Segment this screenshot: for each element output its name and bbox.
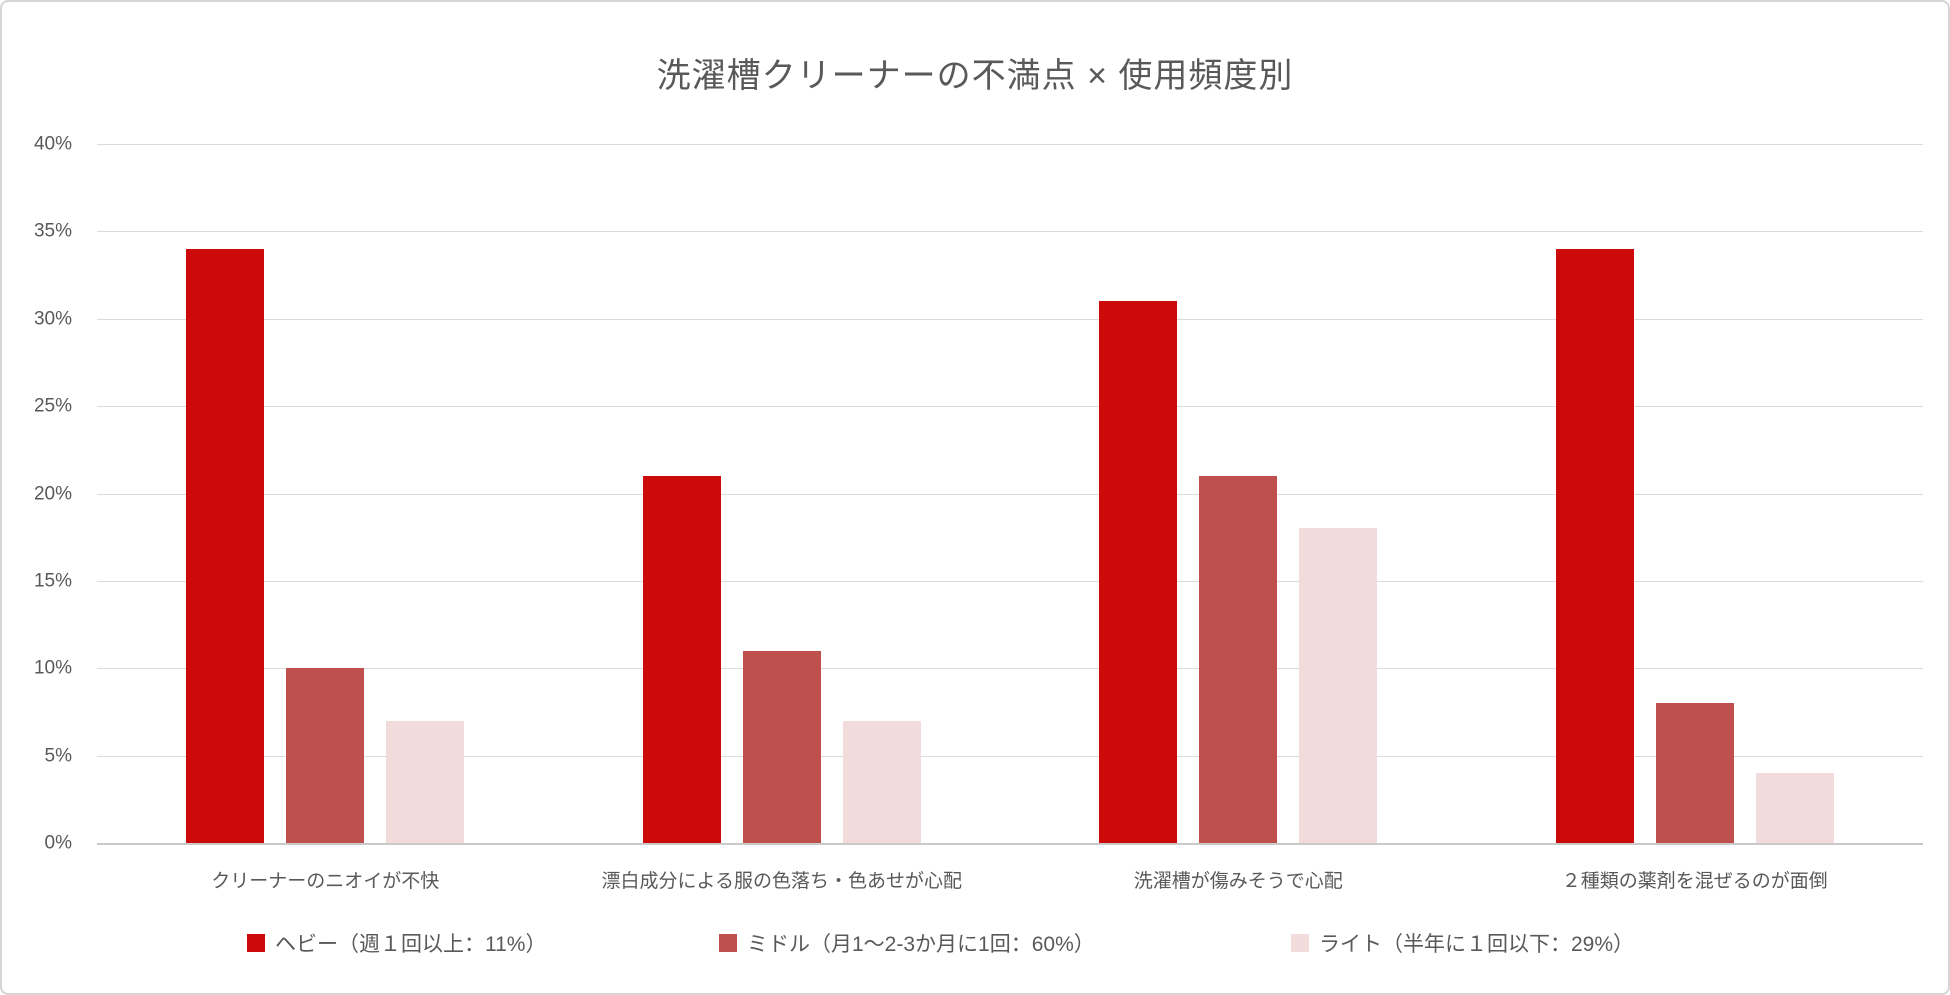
gridline xyxy=(97,318,1923,320)
legend-label: ミドル（月1～2-3か月に1回：60%） xyxy=(747,933,1095,956)
y-tick-label: 40% xyxy=(33,133,72,155)
gridline xyxy=(97,493,1923,495)
legend-label: ライト（半年に１回以下：29%） xyxy=(1319,933,1635,956)
bar-heavy xyxy=(1555,248,1634,843)
y-tick-label: 5% xyxy=(44,745,72,767)
y-tick-label: 30% xyxy=(33,308,72,330)
bar-heavy xyxy=(642,476,721,843)
bar-middle xyxy=(1199,476,1278,843)
y-tick-label: 15% xyxy=(33,570,72,592)
bar-middle xyxy=(286,668,365,843)
y-tick-label: 20% xyxy=(33,483,72,504)
bar-heavy xyxy=(1099,301,1178,843)
y-tick-label: 35% xyxy=(33,220,72,242)
bar-light xyxy=(1755,773,1834,843)
bar-group xyxy=(186,248,465,843)
legend-swatch-icon xyxy=(1291,934,1309,952)
category-label: 洗濯槽が傷みそうで心配 xyxy=(1133,871,1343,892)
gridline xyxy=(97,668,1923,670)
chart-title: 洗濯槽クリーナーの不満点 × 使用頻度別 xyxy=(656,57,1294,95)
category-label: 漂白成分による服の色落ち・色あせが心配 xyxy=(601,871,962,892)
x-axis-line xyxy=(97,843,1923,845)
gridline xyxy=(97,231,1923,233)
bar-light xyxy=(1299,528,1378,843)
legend-item-light: ライト（半年に１回以下：29%） xyxy=(1291,928,1634,958)
bar-light xyxy=(842,720,921,843)
gridline xyxy=(97,406,1923,408)
gridline xyxy=(97,144,1923,145)
plot-area xyxy=(97,144,1923,845)
legend-swatch-icon xyxy=(719,934,737,952)
legend-item-heavy: ヘビー（週１回以上：11%） xyxy=(247,928,546,958)
category-label: ２種類の薬剤を混ぜるのが面倒 xyxy=(1561,871,1828,892)
legend-swatch-icon xyxy=(247,934,265,952)
y-tick-label: 0% xyxy=(44,832,72,854)
bar-group xyxy=(1555,248,1834,843)
y-tick-label: 10% xyxy=(33,657,72,679)
bar-light xyxy=(386,720,465,843)
category-label: クリーナーのニオイが不快 xyxy=(211,871,440,892)
legend-item-middle: ミドル（月1～2-3か月に1回：60%） xyxy=(719,928,1095,958)
bar-group xyxy=(642,476,921,843)
bar-middle xyxy=(1655,703,1734,843)
gridline xyxy=(97,755,1923,757)
bar-group xyxy=(1099,301,1378,843)
legend-label: ヘビー（週１回以上：11%） xyxy=(275,933,547,956)
bar-middle xyxy=(742,650,821,843)
y-tick-label: 25% xyxy=(33,395,72,417)
gridline xyxy=(97,580,1923,582)
bar-heavy xyxy=(186,248,265,843)
